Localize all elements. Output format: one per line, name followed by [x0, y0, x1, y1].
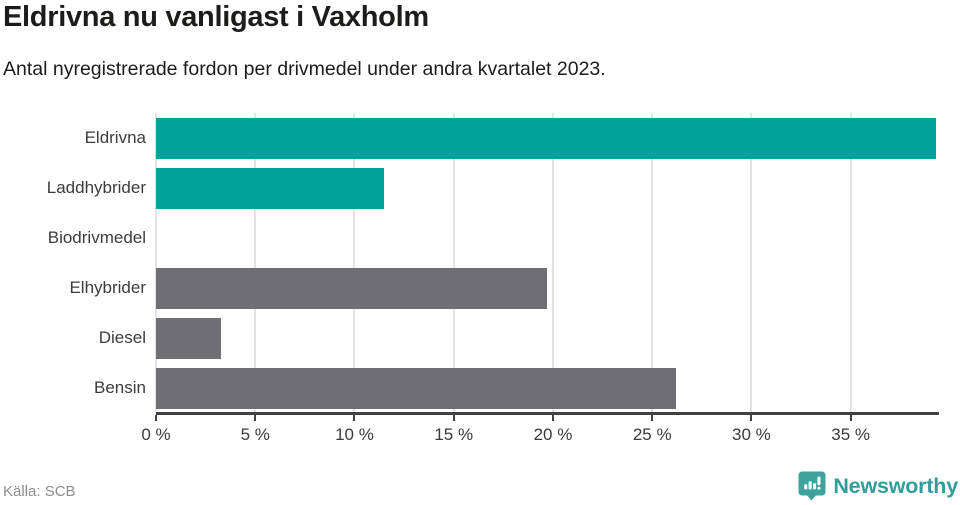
x-tick-label: 0 % — [141, 425, 171, 444]
x-tick-label: 35 % — [831, 425, 871, 444]
x-tick-mark — [155, 415, 157, 421]
x-tick-mark — [551, 415, 554, 421]
x-tick-mark — [750, 415, 753, 421]
x-tick-label: 20 % — [533, 425, 573, 444]
gridline — [750, 113, 753, 413]
gridline — [551, 113, 554, 413]
gridline — [452, 113, 455, 413]
x-tick-mark — [849, 415, 852, 421]
category-label: Elhybrider — [69, 278, 146, 297]
bar — [156, 267, 547, 309]
x-tick-label: 10 % — [335, 425, 374, 444]
newsworthy-icon — [798, 471, 826, 501]
x-tick-label: 30 % — [732, 425, 771, 444]
x-axis-line — [156, 412, 939, 415]
plot-area — [155, 113, 938, 413]
gridline — [254, 113, 257, 413]
gridline — [849, 113, 852, 413]
category-label: Diesel — [98, 328, 146, 347]
gridline — [155, 113, 157, 413]
bar — [156, 117, 936, 159]
bar — [156, 317, 222, 359]
x-tick-label: 25 % — [632, 425, 672, 444]
category-label: Eldrivna — [84, 128, 146, 147]
chart-title: Eldrivna nu vanligast i Vaxholm — [3, 1, 429, 33]
category-axis: Eldrivna Laddhybrider Biodrivmedel Elhybrid… — [0, 113, 146, 413]
x-tick-mark — [452, 415, 455, 421]
gridline — [651, 113, 654, 413]
chart-subtitle: Antal nyregistrerade fordon per drivmede… — [3, 58, 606, 80]
x-tick-mark — [353, 415, 356, 421]
category-label: Bensin — [94, 378, 146, 397]
source-note: Källa: SCB — [3, 483, 76, 500]
x-tick-mark — [651, 415, 654, 421]
brand-name: Newsworthy — [833, 473, 958, 498]
x-tick-label: 5 % — [240, 425, 270, 444]
category-label: Biodrivmedel — [47, 228, 146, 247]
bar — [156, 367, 676, 409]
gridline — [353, 113, 356, 413]
category-label: Laddhybrider — [46, 178, 146, 197]
x-tick-label: 15 % — [434, 425, 474, 444]
brand-logo: Newsworthy — [798, 471, 958, 501]
x-tick-mark — [254, 415, 257, 421]
x-axis: 0 % 5 % 10 % 15 % 20 % 25 % 30 % 35 % — [141, 415, 938, 455]
bar — [156, 167, 385, 209]
